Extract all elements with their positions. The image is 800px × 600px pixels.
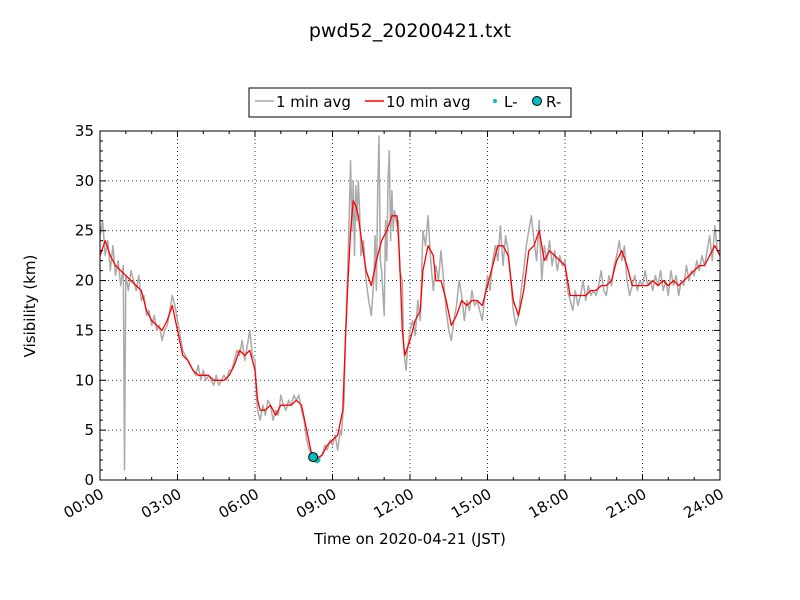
chart-title: pwd52_20200421.txt: [308, 20, 512, 42]
y-tick-label: 5: [84, 421, 94, 439]
legend-marker-r: [532, 96, 542, 106]
x-tick-label: 06:00: [216, 485, 262, 522]
x-tick-label: 03:00: [138, 485, 184, 522]
y-tick-label: 25: [75, 222, 94, 240]
y-tick-label: 20: [75, 272, 94, 290]
x-tick-label: 21:00: [603, 485, 649, 522]
x-tick-label: 12:00: [371, 485, 417, 522]
tick-layer: 00:00 03:00 06:00 09:00 12:00 15:00 18:00 21:00…: [61, 122, 727, 522]
x-axis-label: Time on 2020-04-21 (JST): [313, 530, 506, 548]
legend-box: [248, 87, 572, 118]
series-layer: [100, 135, 720, 471]
y-tick-label: 30: [75, 172, 94, 190]
grid-layer: [100, 131, 720, 480]
x-tick-label: 15:00: [448, 485, 494, 522]
x-tick-label: 18:00: [526, 485, 572, 522]
x-tick-label: 09:00: [293, 485, 339, 522]
y-axis-label: Visibility (km): [21, 255, 39, 358]
y-tick-label: 15: [75, 321, 94, 339]
legend-label-l: L-: [504, 93, 518, 111]
series-point-r: [308, 452, 319, 463]
x-tick-label: 00:00: [61, 485, 107, 522]
y-tick-label: 10: [75, 371, 94, 389]
y-tick-label: 35: [75, 122, 94, 140]
legend-marker-l: [493, 99, 497, 103]
legend-label-1min: 1 min avg: [276, 93, 351, 111]
legend-label-r: R-: [546, 93, 561, 111]
plot-area: [100, 135, 720, 471]
legend: 1 min avg 10 min avg L- R-: [248, 87, 572, 118]
legend-label-10min: 10 min avg: [386, 93, 471, 111]
series-line-10min: [100, 200, 720, 459]
y-tick-label: 0: [84, 471, 94, 489]
x-tick-label: 24:00: [681, 485, 727, 522]
